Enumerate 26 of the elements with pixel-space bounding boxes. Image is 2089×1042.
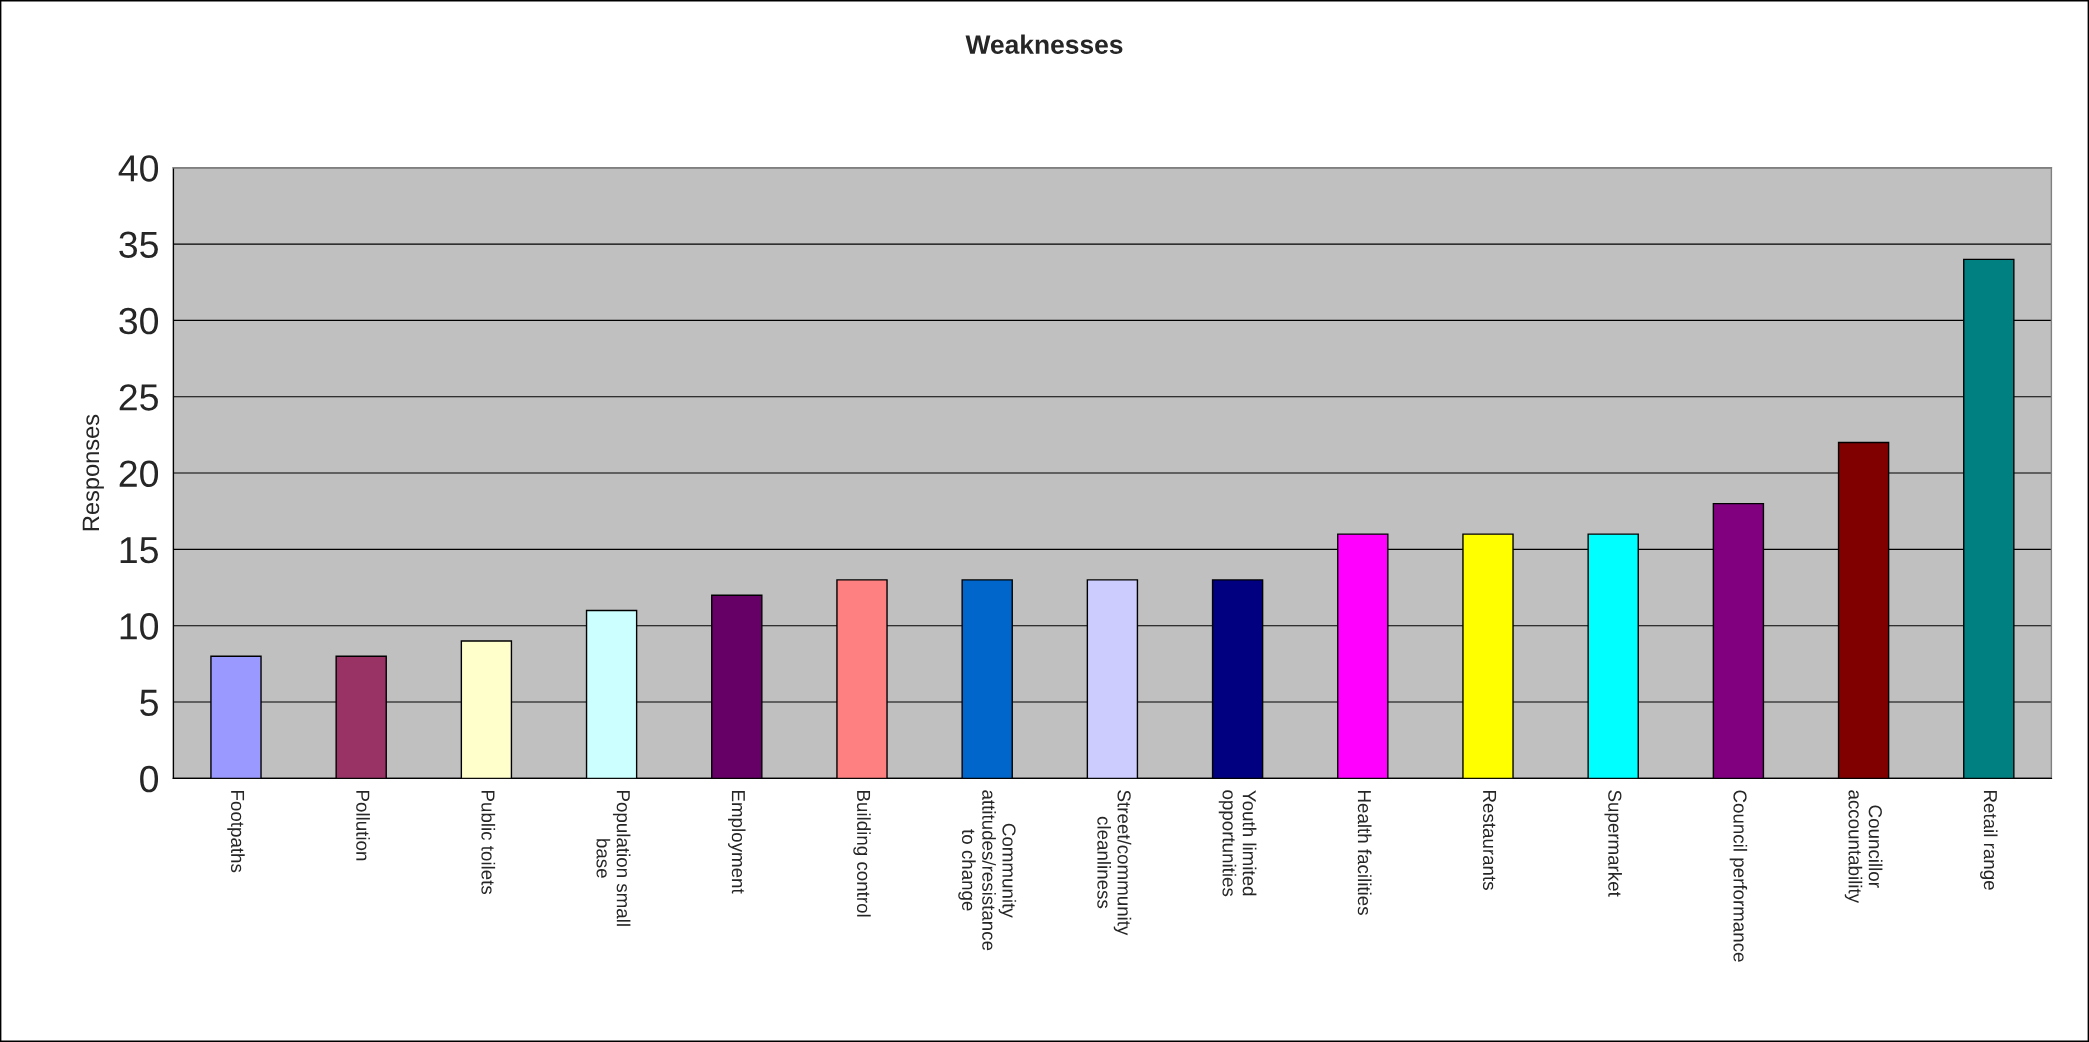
x-tick-label: Public toilets: [481, 791, 496, 895]
x-tick-label: Pollution: [356, 791, 370, 861]
chart-title: Weaknesses: [965, 34, 1123, 54]
x-tick-label: Restaurants: [1482, 791, 1497, 890]
y-tick-label: 40: [118, 155, 159, 182]
x-tick-label: Councillor accountability: [1844, 790, 1883, 904]
y-tick-label: 30: [119, 307, 159, 335]
x-tick-label: Council performance: [1729, 790, 1748, 962]
y-tick-label: 0: [140, 765, 159, 793]
x-tick-label: Health facilities: [1357, 791, 1372, 915]
y-axis-title: Responses: [82, 414, 104, 531]
x-tick-label: Street/community cleanliness: [1097, 790, 1132, 936]
x-tick-label: Youth limited opportunities: [1218, 790, 1257, 897]
y-tick-label: 20: [119, 460, 159, 488]
x-tick-label: Population small base: [596, 791, 631, 926]
y-tick-label: 25: [119, 384, 158, 411]
x-tick-label: Employment: [728, 791, 746, 894]
y-tick-label: 15: [120, 537, 158, 564]
x-tick-label: Retail range: [1980, 791, 1998, 890]
x-tick-label: Supermarket: [1604, 790, 1622, 897]
y-tick-label: 10: [120, 613, 159, 640]
x-tick-label: Building control: [853, 791, 871, 917]
x-tick-label: Footpaths: [227, 791, 245, 873]
y-tick-label: 35: [119, 231, 158, 259]
x-tick-label: Community attitudes/resistance to change: [958, 790, 1017, 951]
y-tick-label: 5: [140, 689, 158, 716]
